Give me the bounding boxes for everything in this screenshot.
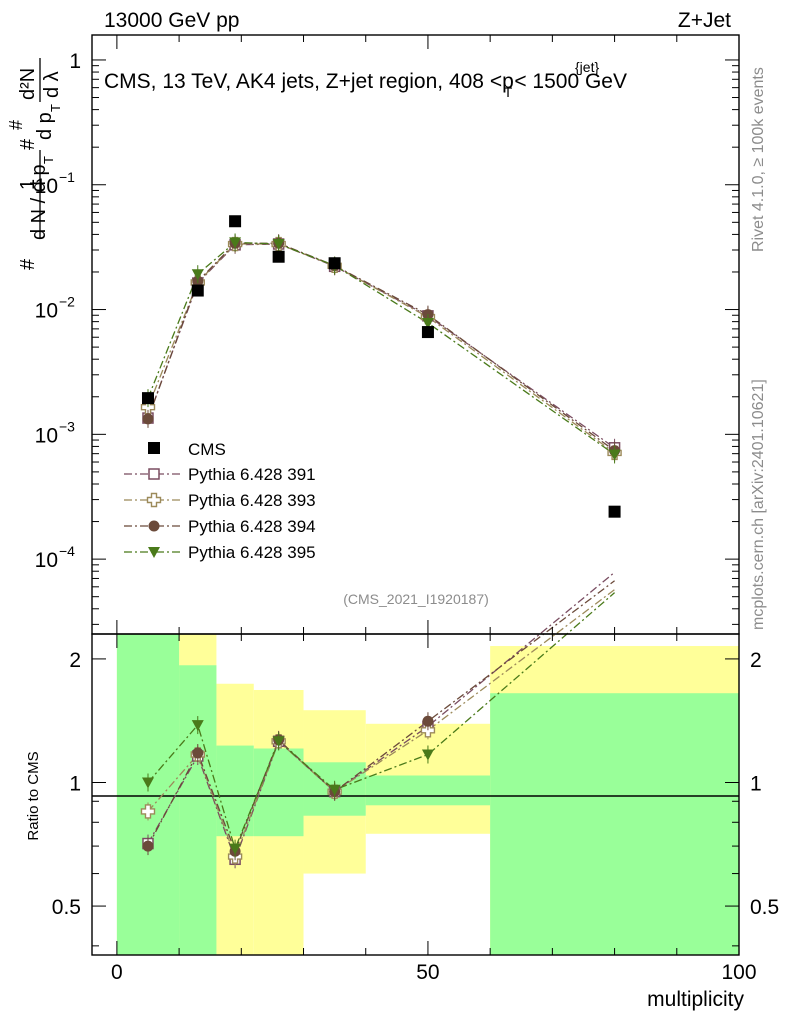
ylabel-one: 1 bbox=[17, 179, 39, 190]
rtick-label-right-0: 2 bbox=[750, 649, 762, 672]
rtick-label-right-1: 1 bbox=[750, 772, 762, 795]
header-left: 13000 GeV pp bbox=[104, 9, 239, 32]
x-tick-labels: 0 50 100 bbox=[111, 961, 756, 984]
green-band-bin-3 bbox=[253, 748, 304, 837]
legend: CMS Pythia 6.428 391 Pythia 6.428 393 Pythi… bbox=[124, 440, 316, 562]
xtick-label-1: 50 bbox=[416, 961, 439, 984]
rivet-label: Rivet 4.1.0, ≥ 100k events bbox=[750, 67, 767, 252]
green-band-bin-1 bbox=[179, 665, 217, 955]
legend-label-0: Pythia 6.428 391 bbox=[188, 465, 316, 484]
data-point-4 bbox=[328, 257, 341, 270]
green-band-bin-5 bbox=[365, 775, 491, 806]
ylabel-hash1: # bbox=[17, 258, 39, 270]
green-band-bin-6 bbox=[490, 693, 739, 955]
legend-marker-data bbox=[148, 442, 160, 454]
ratio-point-3-2 bbox=[229, 843, 242, 855]
mcplots-label: mcplots.cern.ch [arXiv:2401.10621] bbox=[750, 379, 767, 630]
ylabel-T2: T bbox=[48, 104, 63, 112]
main-series-lines bbox=[147, 241, 615, 455]
ratio-point-2-5 bbox=[422, 715, 434, 727]
plot-title: CMS, 13 TeV, AK4 jets, Z+jet region, 408… bbox=[104, 70, 627, 100]
axis-ticks bbox=[92, 35, 740, 955]
ytick-exp-4: −4 bbox=[59, 543, 75, 559]
data-point-2 bbox=[229, 215, 242, 228]
ratio-point-3-0 bbox=[141, 777, 154, 789]
rtick-label-left-0: 2 bbox=[69, 649, 81, 672]
ytick-label-2: 10 bbox=[35, 300, 58, 323]
legend-label-data: CMS bbox=[188, 440, 226, 459]
ytick-label-4: 10 bbox=[35, 549, 58, 572]
ratio-point-3-3 bbox=[272, 736, 285, 748]
ratio-point-3-1 bbox=[191, 720, 204, 732]
analysis-id: (CMS_2021_I1920187) bbox=[343, 591, 489, 607]
ylabel-hash2: # bbox=[17, 138, 39, 150]
ytick-exp-3: −3 bbox=[59, 418, 75, 434]
ylabel-dlambda: d λ bbox=[41, 71, 63, 98]
ylabel-T1: T bbox=[41, 156, 56, 164]
main-markers bbox=[140, 215, 622, 518]
ratio-point-1-0 bbox=[140, 804, 156, 819]
legend-marker-3 bbox=[148, 547, 160, 558]
main-point-1-0 bbox=[140, 399, 156, 415]
ratio-bands bbox=[116, 634, 739, 955]
main-line-series-2 bbox=[147, 242, 615, 452]
ylabel-d2N: d²N bbox=[17, 68, 39, 100]
ratio-point-3-5 bbox=[421, 749, 434, 761]
green-band-bin-0 bbox=[116, 634, 180, 955]
ytick-exp-2: −2 bbox=[59, 294, 75, 310]
legend-marker-2 bbox=[148, 520, 160, 532]
xtick-label-2: 100 bbox=[721, 961, 756, 984]
legend-marker-0 bbox=[148, 468, 160, 480]
ratio-markers bbox=[140, 712, 436, 869]
ytick-label-1: 10 bbox=[35, 175, 58, 198]
ratio-tick-labels: 2 2 1 1 0.5 0.5 bbox=[52, 649, 779, 919]
xtick-label-0: 0 bbox=[111, 961, 123, 984]
rtick-label-left-2: 0.5 bbox=[52, 896, 81, 919]
ratio-point-2-1 bbox=[192, 747, 204, 759]
data-point-1 bbox=[191, 284, 204, 297]
y-axis-label: # 1 d N / d p T # d p T d²N d λ # bbox=[6, 58, 63, 270]
legend-marker-1 bbox=[146, 492, 162, 508]
ratio-point-2-0 bbox=[142, 840, 154, 852]
main-line-series-3 bbox=[147, 241, 615, 455]
header-right: Z+Jet bbox=[678, 9, 731, 32]
plot-title-sub: T bbox=[504, 84, 513, 100]
ratio-point-3-4 bbox=[328, 784, 341, 796]
ylabel-hash3: # bbox=[6, 120, 26, 130]
plot-title-tail: < 1500 GeV bbox=[514, 70, 627, 93]
ytick-label-0: 1 bbox=[69, 50, 81, 73]
main-line-series-0 bbox=[147, 243, 615, 449]
ratio-point-1-5 bbox=[420, 723, 436, 738]
plot-title-sup: {jet} bbox=[575, 59, 599, 75]
data-point-5 bbox=[421, 326, 434, 339]
ytick-exp-1: −1 bbox=[59, 169, 75, 185]
ratio-y-axis-label: Ratio to CMS bbox=[25, 751, 42, 840]
x-axis-label: multiplicity bbox=[647, 988, 744, 1011]
main-point-2-0 bbox=[142, 413, 154, 425]
main-point-3-3 bbox=[272, 239, 285, 251]
plot-title-main: CMS, 13 TeV, AK4 jets, Z+jet region, 408… bbox=[104, 70, 514, 93]
main-point-3-2 bbox=[229, 237, 242, 249]
legend-label-2: Pythia 6.428 394 bbox=[188, 517, 316, 536]
rtick-label-right-2: 0.5 bbox=[750, 896, 779, 919]
main-point-3-5 bbox=[421, 318, 434, 330]
y-tick-labels: 110−110−210−310−4 bbox=[35, 50, 81, 572]
data-point-6 bbox=[608, 505, 621, 518]
main-point-3-1 bbox=[191, 269, 204, 281]
ylabel-dN: d N / d p bbox=[28, 164, 50, 240]
rtick-label-left-1: 1 bbox=[69, 772, 81, 795]
data-point-3 bbox=[272, 250, 285, 263]
main-line-series-1 bbox=[147, 243, 615, 454]
ratio-plot-frame bbox=[91, 633, 740, 956]
legend-label-1: Pythia 6.428 393 bbox=[188, 491, 316, 510]
ylabel-dpT: d p bbox=[34, 112, 56, 140]
legend-label-3: Pythia 6.428 395 bbox=[188, 543, 316, 562]
main-point-3-6 bbox=[608, 449, 621, 461]
data-point-0 bbox=[141, 392, 154, 405]
ytick-label-3: 10 bbox=[35, 424, 58, 447]
